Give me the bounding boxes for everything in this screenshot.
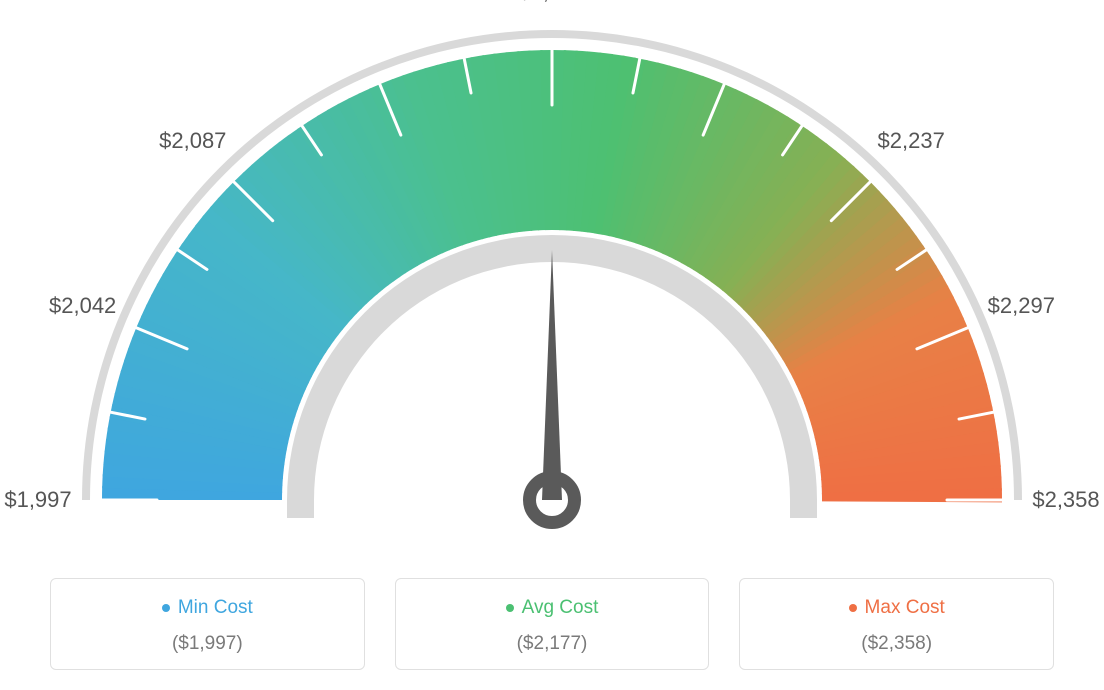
- max-cost-dot-icon: [849, 604, 857, 612]
- gauge-tick-label: $2,087: [159, 128, 226, 154]
- max-cost-title: Max Cost: [849, 597, 945, 619]
- gauge-tick-label: $2,237: [878, 128, 945, 154]
- gauge-tick-label: $2,042: [49, 293, 116, 319]
- min-cost-title: Min Cost: [162, 597, 253, 619]
- gauge-tick-label: $2,297: [988, 293, 1055, 319]
- avg-cost-card: Avg Cost ($2,177): [395, 578, 710, 670]
- gauge-tick-label: $2,177: [518, 0, 585, 5]
- max-cost-value: ($2,358): [750, 633, 1043, 655]
- avg-cost-title: Avg Cost: [506, 597, 599, 619]
- avg-cost-value: ($2,177): [406, 633, 699, 655]
- min-cost-dot-icon: [162, 604, 170, 612]
- max-cost-label: Max Cost: [865, 597, 945, 619]
- min-cost-card: Min Cost ($1,997): [50, 578, 365, 670]
- avg-cost-dot-icon: [506, 604, 514, 612]
- min-cost-value: ($1,997): [61, 633, 354, 655]
- avg-cost-label: Avg Cost: [522, 597, 599, 619]
- gauge-tick-label: $2,358: [1032, 487, 1099, 513]
- min-cost-label: Min Cost: [178, 597, 253, 619]
- max-cost-card: Max Cost ($2,358): [739, 578, 1054, 670]
- gauge-svg: [0, 0, 1104, 560]
- gauge-tick-label: $1,997: [4, 487, 71, 513]
- cost-summary-cards: Min Cost ($1,997) Avg Cost ($2,177) Max …: [50, 578, 1054, 670]
- cost-gauge-chart: $1,997 $2,042 $2,087 $2,177 $2,237 $2,297 $2,3…: [0, 0, 1104, 560]
